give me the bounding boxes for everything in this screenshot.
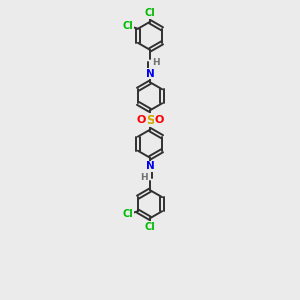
Text: N: N: [146, 68, 154, 79]
Text: O: O: [136, 115, 146, 125]
Text: N: N: [146, 161, 154, 172]
Text: H: H: [140, 173, 148, 182]
Text: S: S: [146, 113, 154, 127]
Text: Cl: Cl: [145, 222, 155, 232]
Text: H: H: [152, 58, 160, 67]
Text: Cl: Cl: [123, 209, 134, 219]
Text: Cl: Cl: [145, 8, 155, 18]
Text: Cl: Cl: [123, 21, 134, 31]
Text: O: O: [154, 115, 164, 125]
